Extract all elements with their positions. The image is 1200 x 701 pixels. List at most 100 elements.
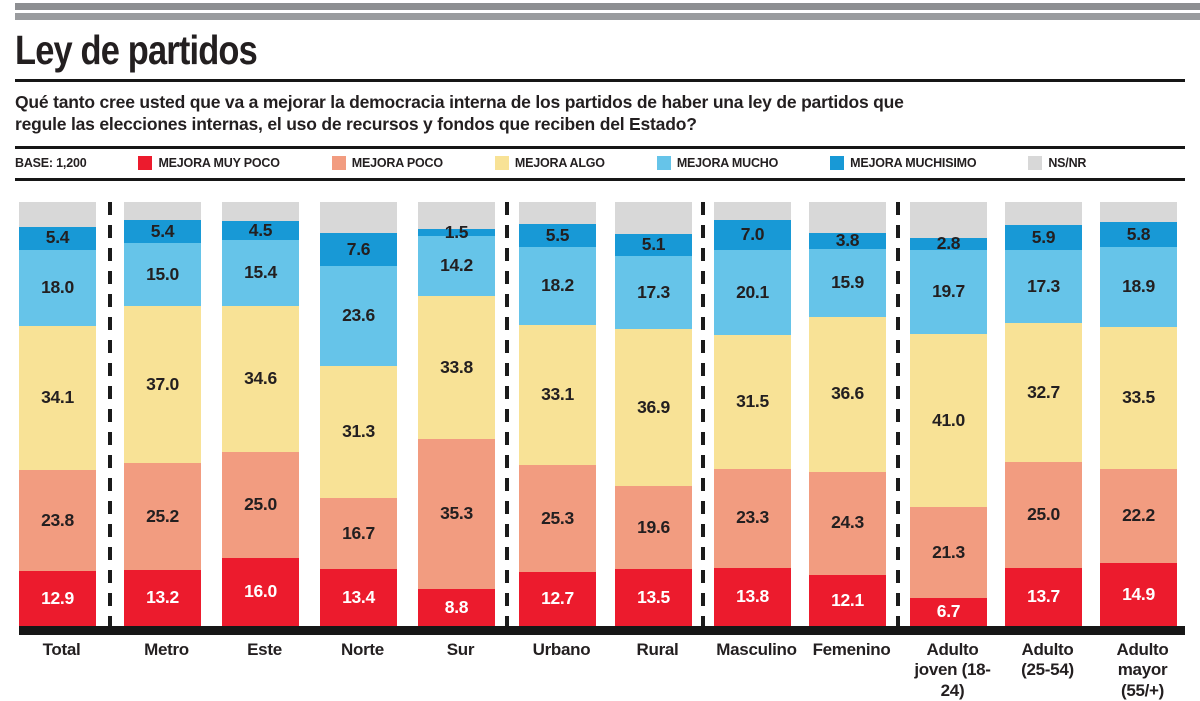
segment-mejora-poco: 25.2 <box>124 463 201 571</box>
segment-mejora-algo: 34.1 <box>19 325 96 471</box>
legend-swatch-icon <box>138 156 153 171</box>
legend-swatch-icon <box>494 156 509 171</box>
value-label: 31.5 <box>736 391 769 412</box>
value-label: 36.9 <box>637 396 670 417</box>
segment-ns-nr <box>320 202 397 234</box>
category-label-adulto-joven-18-24: Adulto joven (18-24) <box>914 640 991 700</box>
segment-mejora-mucho: 15.9 <box>809 249 886 317</box>
legend-item-label: MEJORA MUCHO <box>676 156 779 171</box>
legend-item-label: NS/NR <box>1048 156 1087 171</box>
value-label: 31.3 <box>342 421 375 442</box>
value-label: 18.0 <box>41 276 74 297</box>
value-label: 13.8 <box>736 586 769 607</box>
segment-mejora-muy-poco: 14.9 <box>1100 562 1177 627</box>
value-label: 25.0 <box>244 494 277 515</box>
segment-mejora-muy-poco: 13.5 <box>615 568 692 627</box>
value-label: 17.3 <box>1027 275 1060 296</box>
category-label-wrap: Rural <box>619 640 696 701</box>
value-label: 4.5 <box>248 219 273 240</box>
category-label-wrap: Este <box>226 640 303 701</box>
stacked-bar-chart: 5.4 18.0 34.1 23.8 12.9 5.4 15.0 37.0 25.2 13.2 4.… <box>15 202 1185 701</box>
value-label: 13.7 <box>1027 586 1060 607</box>
value-label: 23.8 <box>41 510 74 531</box>
segment-mejora-muchisimo: 5.5 <box>519 224 596 248</box>
bar-masculino: 7.0 20.1 31.5 23.3 13.8 <box>714 202 791 627</box>
bar-metro: 5.4 15.0 37.0 25.2 13.2 <box>124 202 201 627</box>
legend-item-mejora-poco: MEJORA POCO <box>331 156 443 171</box>
segment-mejora-poco: 21.3 <box>910 507 987 598</box>
value-label: 37.0 <box>146 374 179 395</box>
value-label: 34.1 <box>41 387 74 408</box>
bar-femenino: 3.8 15.9 36.6 24.3 12.1 <box>809 202 886 627</box>
segment-mejora-muchisimo: 7.6 <box>320 233 397 266</box>
value-label: 5.4 <box>45 227 70 248</box>
legend-swatch-icon <box>830 156 845 171</box>
legend-item-label: MEJORA MUY POCO <box>158 156 280 171</box>
value-label: 5.1 <box>641 234 666 255</box>
value-label: 2.8 <box>936 233 961 254</box>
value-label: 23.3 <box>736 507 769 528</box>
legend-swatch-icon <box>1028 156 1043 171</box>
segment-mejora-poco: 23.3 <box>714 468 791 568</box>
segment-mejora-algo: 33.5 <box>1100 326 1177 469</box>
category-label-wrap: Total <box>23 640 100 701</box>
segment-ns-nr <box>418 202 495 230</box>
value-label: 17.3 <box>637 281 670 302</box>
base-label: BASE: 1,200 <box>15 156 87 171</box>
value-label: 15.9 <box>831 272 864 293</box>
segment-mejora-muy-poco: 16.0 <box>222 558 299 627</box>
value-label: 25.2 <box>146 505 179 526</box>
infographic: Ley de partidos Qué tanto cree usted que… <box>0 27 1200 701</box>
category-label-metro: Metro <box>144 640 189 660</box>
segment-mejora-poco: 25.3 <box>519 464 596 573</box>
segment-mejora-algo: 31.3 <box>320 365 397 499</box>
segment-ns-nr <box>222 202 299 222</box>
segment-ns-nr <box>1100 202 1177 223</box>
legend-item-mejora-mucho: MEJORA MUCHO <box>656 156 779 171</box>
legend-item-mejora-muchisimo: MEJORA MUCHISIMO <box>830 156 977 171</box>
value-label: 41.0 <box>932 409 965 430</box>
segment-ns-nr <box>1005 202 1082 225</box>
value-label: 15.0 <box>146 263 179 284</box>
bar-adulto-joven-18-24: 2.8 19.7 41.0 21.3 6.7 <box>910 202 987 627</box>
value-label: 15.4 <box>244 262 277 283</box>
value-label: 18.9 <box>1122 275 1155 296</box>
segment-mejora-muy-poco: 12.7 <box>519 572 596 627</box>
value-label: 33.8 <box>440 356 473 377</box>
value-label: 25.0 <box>1027 504 1060 525</box>
legend-item-label: MEJORA ALGO <box>514 156 605 171</box>
bar-urbano: 5.5 18.2 33.1 25.3 12.7 <box>519 202 596 627</box>
segment-ns-nr <box>19 202 96 227</box>
segment-mejora-mucho: 18.2 <box>519 247 596 325</box>
value-label: 14.9 <box>1122 583 1155 604</box>
segment-ns-nr <box>809 202 886 234</box>
bar-norte: 7.6 23.6 31.3 16.7 13.4 <box>320 202 397 627</box>
value-label: 6.7 <box>936 601 961 622</box>
value-label: 8.8 <box>444 596 469 617</box>
value-label: 5.5 <box>545 225 570 246</box>
segment-mejora-muchisimo: 5.9 <box>1005 224 1082 250</box>
value-label: 3.8 <box>835 230 860 251</box>
bars-row: 5.4 18.0 34.1 23.8 12.9 5.4 15.0 37.0 25.2 13.2 4.… <box>19 202 1185 627</box>
top-accent-bar <box>15 3 1200 10</box>
category-label-total: Total <box>42 640 81 660</box>
legend-bottom-rule <box>15 178 1185 182</box>
segment-mejora-poco: 16.7 <box>320 498 397 570</box>
value-label: 34.6 <box>244 368 277 389</box>
segment-ns-nr <box>615 202 692 235</box>
segment-mejora-mucho: 18.9 <box>1100 246 1177 327</box>
legend-item-label: MEJORA MUCHISIMO <box>850 156 977 171</box>
segment-mejora-mucho: 15.0 <box>124 242 201 307</box>
value-label: 13.2 <box>146 587 179 608</box>
segment-mejora-muchisimo: 5.4 <box>124 219 201 243</box>
legend-swatch-icon <box>331 156 346 171</box>
category-label-adulto-mayor-55: Adulto mayor (55/+) <box>1116 640 1169 700</box>
category-label-urbano: Urbano <box>532 640 591 660</box>
segment-mejora-algo: 32.7 <box>1005 323 1082 462</box>
bar-adulto-mayor-55: 5.8 18.9 33.5 22.2 14.9 <box>1100 202 1177 627</box>
value-label: 14.2 <box>440 254 473 275</box>
top-accent-bar <box>15 13 1200 20</box>
segment-ns-nr <box>714 202 791 221</box>
value-label: 13.4 <box>342 586 375 607</box>
value-label: 12.7 <box>541 588 574 609</box>
